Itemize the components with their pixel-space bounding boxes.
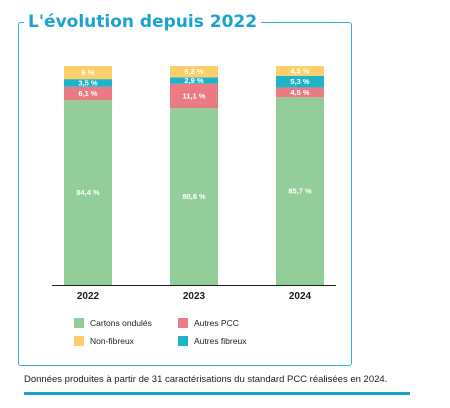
legend-label-non-fibreux: Non-fibreux: [90, 336, 134, 346]
bar-2022-autres-fibreux: [64, 79, 112, 87]
x-tick-label-2024: 2024: [289, 291, 312, 302]
legend-label-cartons-ondules: Cartons ondulés: [90, 318, 152, 328]
x-tick-label-2022: 2022: [77, 291, 100, 302]
data-labels-group: 84,4 % 6,1 % 3,5 %6 % 80,8 % 11,1 % 2,9 %5,2 …: [76, 66, 312, 201]
legend-item-autres-pcc: Autres PCC: [178, 318, 274, 328]
bar-2023-autres-pcc: [170, 83, 218, 109]
data-label-2024-autres-fibreux: 5,3 %: [290, 77, 310, 86]
bar-2022-cartons-ondules: [64, 100, 112, 285]
legend: Cartons ondulés Autres PCC Non-fibreux A…: [74, 318, 274, 346]
bar-2024-non-fibreux: [276, 66, 324, 76]
data-label-2024-autres-pcc: 4,5 %: [290, 88, 310, 97]
footnote: Données produites à partir de 31 caracté…: [24, 374, 388, 385]
legend-item-non-fibreux: Non-fibreux: [74, 336, 178, 346]
chart-title: L'évolution depuis 2022: [24, 11, 262, 33]
data-label-2023-autres-pcc: 11,1 %: [183, 91, 206, 100]
legend-swatch-autres-pcc: [178, 318, 188, 328]
legend-swatch-cartons-ondules: [74, 318, 84, 328]
bars-group: [64, 66, 324, 285]
data-label-2024-cartons-ondules: 85,7 %: [288, 187, 312, 196]
data-label-2022-non-fibreux: 6 %: [82, 68, 95, 77]
bar-2024-autres-pcc: [276, 87, 324, 98]
x-tick-label-2023: 2023: [183, 291, 206, 302]
data-label-2023-cartons-ondules: 80,8 %: [182, 192, 206, 201]
data-label-2022-cartons-ondules: 84,4 %: [76, 188, 100, 197]
x-tick-labels-group: 2022 2023 2024: [77, 291, 312, 302]
footer-rule: [24, 392, 410, 395]
legend-item-cartons-ondules: Cartons ondulés: [74, 318, 178, 328]
legend-item-autres-fibreux: Autres fibreux: [178, 336, 274, 346]
data-label-2023-non-fibreux: 5,2 %: [184, 67, 204, 76]
bar-2023-non-fibreux: [170, 66, 218, 78]
legend-swatch-autres-fibreux: [178, 336, 188, 346]
data-label-2024-non-fibreux: 4,5 %: [290, 66, 310, 75]
bar-2022-autres-pcc: [64, 86, 112, 101]
legend-label-autres-pcc: Autres PCC: [194, 318, 239, 328]
bar-2023-cartons-ondules: [170, 108, 218, 285]
bar-2024-autres-fibreux: [276, 75, 324, 88]
data-label-2022-autres-pcc: 6,1 %: [78, 89, 98, 98]
bar-2023-autres-fibreux: [170, 77, 218, 84]
data-label-2023-autres-fibreux: 2,9 %: [184, 76, 204, 85]
data-label-2022-autres-fibreux: 3,5 %: [78, 78, 98, 87]
bar-2022-non-fibreux: [64, 66, 112, 80]
legend-swatch-non-fibreux: [74, 336, 84, 346]
bar-2024-cartons-ondules: [276, 97, 324, 285]
legend-label-autres-fibreux: Autres fibreux: [194, 336, 247, 346]
